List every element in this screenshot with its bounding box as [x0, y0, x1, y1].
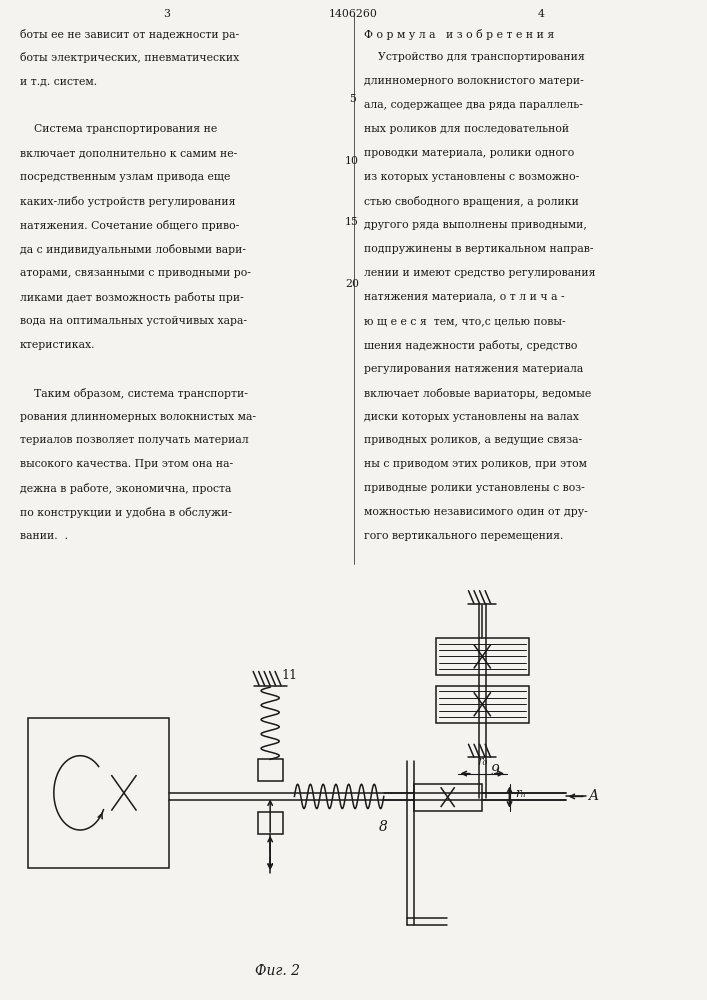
Bar — [436, 638, 529, 675]
Text: 10: 10 — [345, 156, 359, 166]
Text: подпружинены в вертикальном направ-: подпружинены в вертикальном направ- — [364, 244, 594, 254]
Text: Ф о р м у л а   и з о б р е т е н и я: Ф о р м у л а и з о б р е т е н и я — [364, 28, 554, 39]
Text: высокого качества. При этом она на-: высокого качества. При этом она на- — [20, 459, 233, 469]
Bar — [257, 759, 283, 781]
Text: аторами, связанными с приводными ро-: аторами, связанными с приводными ро- — [20, 268, 251, 278]
Text: стью свободного вращения, а ролики: стью свободного вращения, а ролики — [364, 196, 579, 207]
Text: ны с приводом этих роликов, при этом: ны с приводом этих роликов, при этом — [364, 459, 587, 469]
Text: натяжения материала, о т л и ч а -: натяжения материала, о т л и ч а - — [364, 292, 565, 302]
Text: Устройство для транспортирования: Устройство для транспортирования — [364, 52, 585, 62]
Text: гого вертикального перемещения.: гого вертикального перемещения. — [364, 531, 563, 541]
Text: A: A — [588, 789, 598, 803]
Text: ю щ е е с я  тем, что,с целью повы-: ю щ е е с я тем, что,с целью повы- — [364, 316, 566, 326]
Text: дежна в работе, экономична, проста: дежна в работе, экономична, проста — [20, 483, 231, 494]
Text: 20: 20 — [345, 279, 359, 289]
Text: вании.  .: вании. . — [20, 531, 68, 541]
Text: ала, содержащее два ряда параллель-: ала, содержащее два ряда параллель- — [364, 100, 583, 110]
Text: приводных роликов, а ведущие связа-: приводных роликов, а ведущие связа- — [364, 435, 583, 445]
Bar — [436, 686, 529, 723]
Text: Фиг. 2: Фиг. 2 — [255, 964, 300, 978]
Text: 5: 5 — [349, 94, 356, 104]
Text: ктеристиках.: ктеристиках. — [20, 340, 95, 350]
Text: включает лобовые вариаторы, ведомые: включает лобовые вариаторы, ведомые — [364, 388, 591, 399]
Text: рования длинномерных волокнистых ма-: рования длинномерных волокнистых ма- — [20, 412, 256, 422]
Text: 9: 9 — [491, 764, 500, 778]
Text: боты электрических, пневматических: боты электрических, пневматических — [20, 52, 239, 63]
Text: вода на оптимальных устойчивых хара-: вода на оптимальных устойчивых хара- — [20, 316, 247, 326]
Text: приводные ролики установлены с воз-: приводные ролики установлены с воз- — [364, 483, 585, 493]
Text: ликами дает возможность работы при-: ликами дает возможность работы при- — [20, 292, 243, 303]
Text: натяжения. Сочетание общего приво-: натяжения. Сочетание общего приво- — [20, 220, 239, 231]
Text: посредственным узлам привода еще: посредственным узлам привода еще — [20, 172, 230, 182]
Bar — [414, 784, 481, 811]
Text: можностью независимого один от дру-: можностью независимого один от дру- — [364, 507, 588, 517]
Text: регулирования натяжения материала: регулирования натяжения материала — [364, 364, 583, 374]
Text: 1406260: 1406260 — [329, 9, 378, 19]
Text: боты ее не зависит от надежности ра-: боты ее не зависит от надежности ра- — [20, 28, 239, 39]
Text: териалов позволяет получать материал: териалов позволяет получать материал — [20, 435, 248, 445]
Text: каких-либо устройств регулирования: каких-либо устройств регулирования — [20, 196, 235, 207]
Text: rₙ: rₙ — [515, 787, 526, 800]
Text: включает дополнительно к самим не-: включает дополнительно к самим не- — [20, 148, 237, 158]
Text: 4: 4 — [537, 9, 544, 19]
Text: и т.д. систем.: и т.д. систем. — [20, 76, 97, 86]
Text: 8: 8 — [379, 820, 387, 834]
Text: 3: 3 — [163, 9, 170, 19]
Text: ных роликов для последовательной: ных роликов для последовательной — [364, 124, 569, 134]
Text: Система транспортирования не: Система транспортирования не — [20, 124, 217, 134]
Text: шения надежности работы, средство: шения надежности работы, средство — [364, 340, 578, 351]
Text: Таким образом, система транспорти-: Таким образом, система транспорти- — [20, 388, 247, 399]
Text: 15: 15 — [345, 217, 359, 227]
Bar — [28, 718, 169, 868]
Text: по конструкции и удобна в обслужи-: по конструкции и удобна в обслужи- — [20, 507, 232, 518]
Text: да с индивидуальными лобовыми вари-: да с индивидуальными лобовыми вари- — [20, 244, 246, 255]
Text: другого ряда выполнены приводными,: другого ряда выполнены приводными, — [364, 220, 587, 230]
Text: диски которых установлены на валах: диски которых установлены на валах — [364, 412, 579, 422]
Text: лении и имеют средство регулирования: лении и имеют средство регулирования — [364, 268, 595, 278]
Text: из которых установлены с возможно-: из которых установлены с возможно- — [364, 172, 579, 182]
Text: r₀: r₀ — [477, 755, 487, 768]
Text: 11: 11 — [281, 669, 297, 682]
Text: проводки материала, ролики одного: проводки материала, ролики одного — [364, 148, 574, 158]
Bar — [257, 812, 283, 834]
Text: длинномерного волокнистого матери-: длинномерного волокнистого матери- — [364, 76, 584, 86]
